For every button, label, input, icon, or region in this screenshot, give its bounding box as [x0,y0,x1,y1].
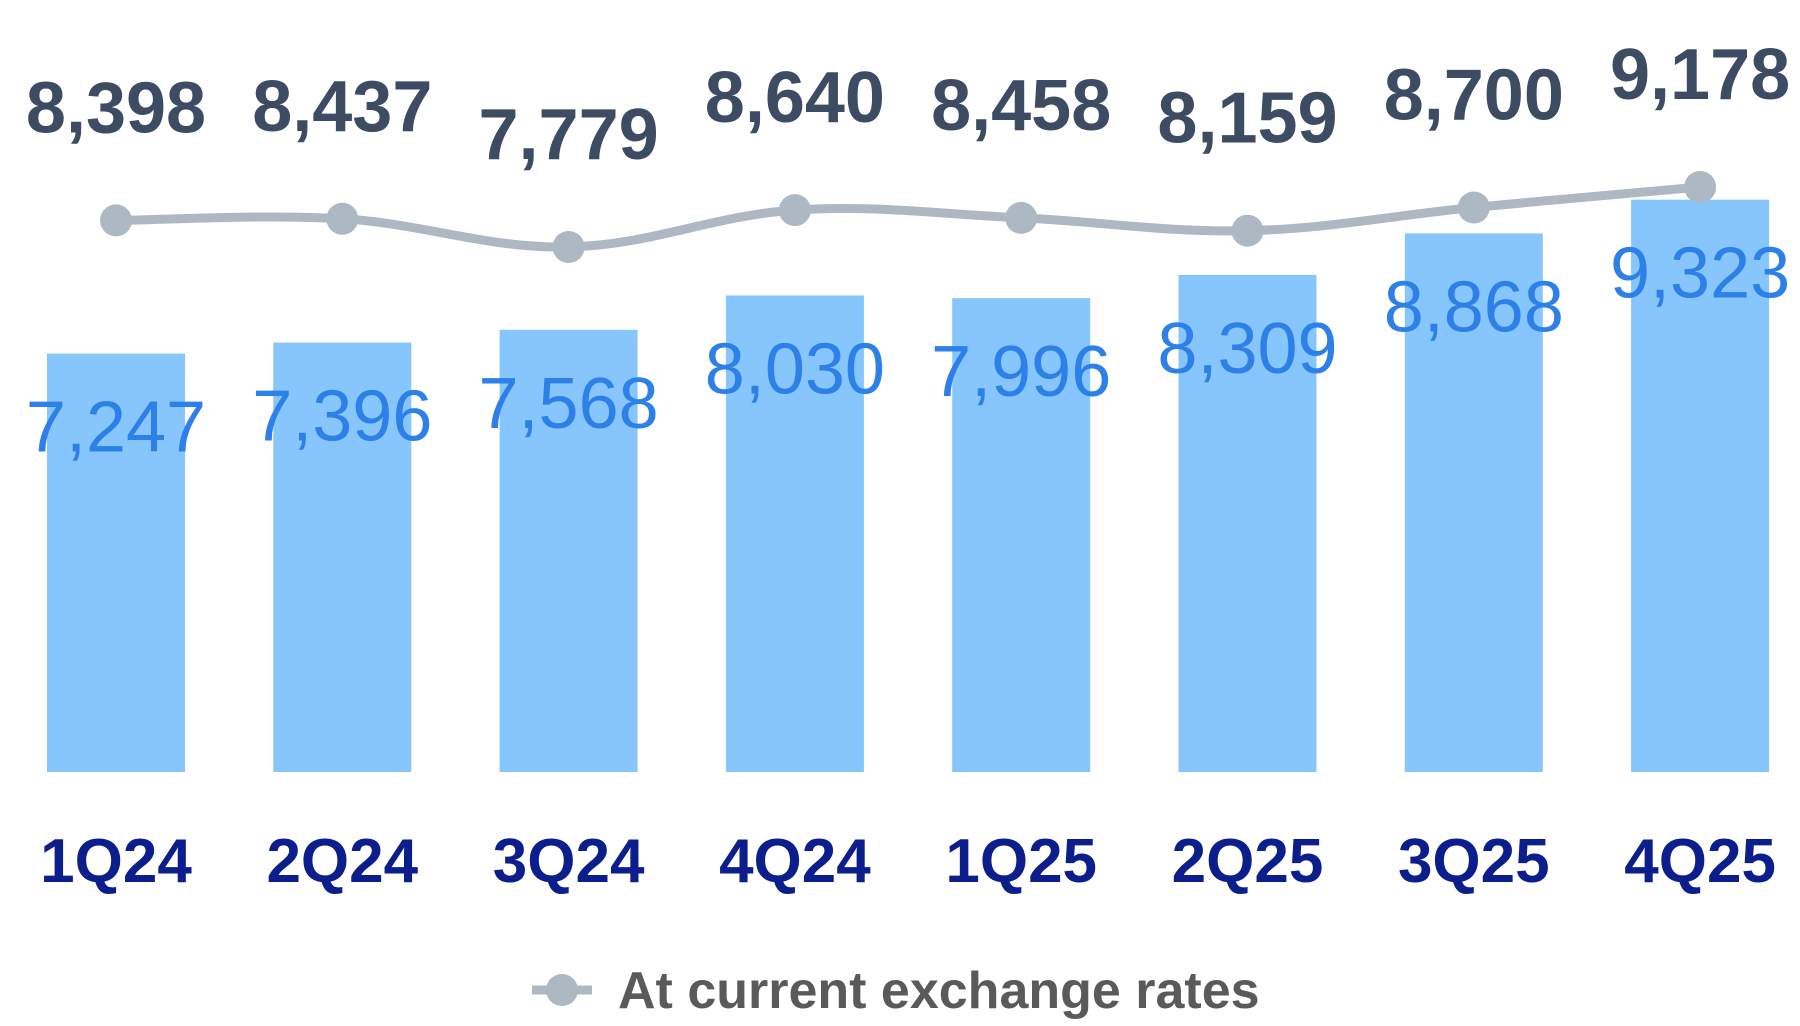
category-axis: 1Q24 2Q24 3Q24 4Q24 1Q25 2Q25 3Q25 4Q25 [40,827,1776,896]
line-series-current-exchange-rates [111,182,1705,252]
legend-label: At current exchange rates [618,962,1260,1020]
category-label-2q25: 2Q25 [1172,827,1324,896]
bar-value-label-4q25: 9,323 [1610,234,1790,314]
line-value-label-4q24: 8,640 [705,58,885,138]
category-label-2q24: 2Q24 [266,827,418,896]
bar-3q24 [499,329,638,772]
bar-2q25 [1178,274,1317,772]
category-label-3q25: 3Q25 [1398,827,1550,896]
labels-layer: 8,398 8,437 7,779 8,640 8,458 8,159 8,700 9,178… [26,35,1790,468]
legend: At current exchange rates [532,962,1260,1020]
line-point-1q25 [1005,201,1038,234]
line-value-label-3q24: 7,779 [479,95,659,175]
bar-value-label-3q24: 7,568 [479,364,659,444]
bar-value-label-1q25: 7,996 [931,332,1111,412]
bar-value-label-2q25: 8,309 [1157,309,1337,389]
bar-value-label-3q25: 8,868 [1384,267,1564,347]
line-value-label-2q24: 8,437 [252,67,432,147]
line-value-label-3q25: 8,700 [1384,56,1564,136]
category-label-1q24: 1Q24 [40,827,192,896]
line-point-2q25 [1231,214,1264,247]
line-point-4q25 [1684,171,1717,203]
bar-value-label-4q24: 8,030 [705,330,885,410]
bar-4q25 [1631,199,1770,772]
line-point-2q24 [326,202,359,235]
bar-4q24 [725,295,864,772]
line-value-label-2q25: 8,159 [1157,79,1337,159]
line-point-3q24 [552,231,585,263]
line-value-label-4q25: 9,178 [1610,35,1790,115]
bar-3q25 [1404,233,1543,772]
category-label-4q24: 4Q24 [719,827,871,896]
line-point-3q25 [1457,191,1490,224]
bars-layer [47,199,1770,772]
line-value-label-1q24: 8,398 [26,68,206,148]
bar-1q24 [47,353,185,772]
category-label-3q24: 3Q24 [493,827,645,896]
line-value-label-1q25: 8,458 [931,66,1111,146]
bar-value-label-2q24: 7,396 [252,377,432,457]
legend-dot-marker [546,974,578,1006]
category-label-4q25: 4Q25 [1624,827,1776,896]
bar-1q25 [952,298,1091,772]
bar-value-label-1q24: 7,247 [26,388,206,468]
category-label-1q25: 1Q25 [945,827,1097,896]
bar-2q24 [273,342,412,772]
line-layer [100,171,1717,263]
line-point-4q24 [778,194,811,227]
line-point-1q24 [100,204,132,237]
